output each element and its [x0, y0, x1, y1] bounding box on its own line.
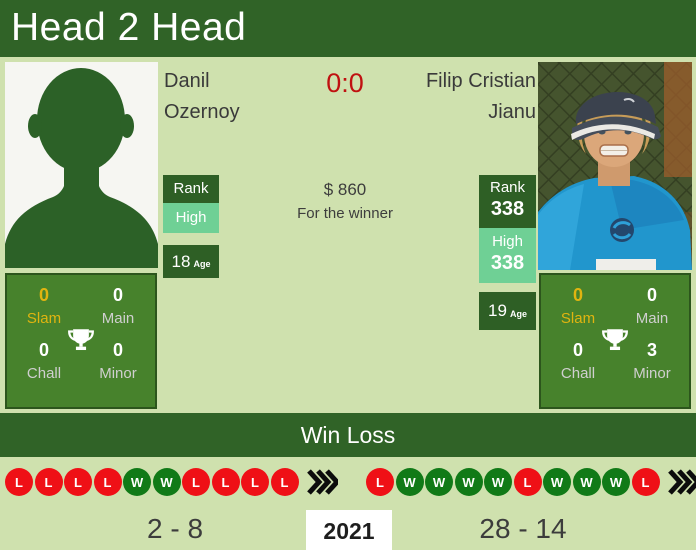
win-loss-circle[interactable]: W — [425, 468, 453, 496]
right-main-value: 0 — [646, 285, 657, 305]
player-silhouette-icon — [5, 62, 158, 268]
right-slam-stat: 0 Slam — [541, 285, 615, 327]
win-loss-circle[interactable]: W — [395, 468, 424, 496]
right-minor-stat: 3 Minor — [615, 340, 689, 382]
right-high-box: High 338 — [479, 228, 536, 283]
left-chall-stat: 0 Chall — [7, 340, 81, 382]
left-high-label: High — [175, 209, 207, 226]
left-main-label: Main — [101, 310, 135, 327]
h2h-score: 0:0 — [326, 68, 364, 98]
right-rank-value: 338 — [490, 198, 525, 220]
left-form-row: L L L L W W L L L L — [5, 468, 338, 496]
trophy-icon — [68, 329, 94, 351]
win-loss-circle[interactable]: L — [241, 468, 269, 496]
right-season-record: 28 - 14 — [479, 513, 567, 544]
left-slam-stat: 0 Slam — [7, 285, 81, 327]
right-slam-value: 0 — [572, 285, 583, 305]
page-title: Head 2 Head — [11, 6, 247, 49]
left-player-photo — [5, 62, 158, 268]
right-chall-stat: 0 Chall — [541, 340, 615, 382]
left-player-name[interactable]: Danil Ozernoy — [164, 70, 240, 123]
win-loss-title: Win Loss — [300, 422, 396, 448]
win-loss-circle[interactable]: W — [484, 468, 512, 496]
left-chall-label: Chall — [26, 365, 62, 382]
prize-amount: $ 860 — [323, 180, 367, 199]
win-loss-circle[interactable]: L — [182, 468, 210, 496]
left-titles-box: 0 Slam 0 Main 0 Chall 0 Minor — [5, 273, 157, 409]
left-rank-box: Rank — [163, 175, 219, 203]
left-minor-value: 0 — [112, 340, 123, 360]
prize-caption: For the winner — [297, 205, 393, 222]
right-main-label: Main — [635, 310, 669, 327]
right-slam-label: Slam — [560, 310, 596, 327]
left-minor-label: Minor — [99, 365, 137, 382]
left-age-label: Age — [193, 259, 211, 269]
right-age-box: 19 Age — [479, 292, 536, 330]
right-player-name[interactable]: Filip Cristian Jianu — [425, 70, 536, 123]
right-chall-value: 0 — [572, 340, 583, 360]
header-bar: Head 2 Head — [0, 0, 696, 57]
right-high-value: 338 — [490, 252, 525, 274]
right-player-photo — [538, 62, 692, 270]
win-loss-circle[interactable]: L — [513, 468, 542, 496]
left-chall-value: 0 — [38, 340, 49, 360]
right-chall-label: Chall — [560, 365, 596, 382]
right-main-stat: 0 Main — [615, 285, 689, 327]
win-loss-circle[interactable]: L — [270, 468, 299, 496]
win-loss-circle[interactable]: L — [93, 468, 122, 496]
left-minor-stat: 0 Minor — [81, 340, 155, 382]
win-loss-circle[interactable]: L — [34, 468, 63, 496]
win-loss-circle[interactable]: L — [366, 468, 394, 496]
right-form-row: L W W W W L W W W L — [366, 468, 696, 496]
left-main-value: 0 — [112, 285, 123, 305]
right-minor-label: Minor — [633, 365, 671, 382]
left-age-value: 18 — [171, 251, 191, 271]
season-year-selector[interactable]: 2021 — [306, 510, 392, 550]
win-loss-circle[interactable]: L — [211, 468, 240, 496]
more-results-icon[interactable] — [306, 468, 338, 496]
win-loss-circle[interactable]: L — [5, 468, 33, 496]
more-results-icon[interactable] — [667, 468, 696, 496]
right-high-label: High — [492, 233, 523, 250]
right-minor-value: 3 — [646, 340, 657, 360]
win-loss-circle[interactable]: W — [543, 468, 571, 496]
win-loss-circle[interactable]: W — [123, 468, 151, 496]
win-loss-circle[interactable]: W — [572, 468, 601, 496]
win-loss-circle[interactable]: L — [631, 468, 660, 496]
right-rank-box: Rank 338 — [479, 175, 536, 228]
left-rank-label: Rank — [173, 180, 209, 197]
trophy-icon — [602, 329, 628, 351]
win-loss-circle[interactable]: W — [152, 468, 181, 496]
left-high-box: High — [163, 203, 219, 233]
win-loss-circle[interactable]: W — [602, 468, 630, 496]
left-main-stat: 0 Main — [81, 285, 155, 327]
left-slam-value: 0 — [38, 285, 49, 305]
left-season-record: 2 - 8 — [146, 513, 204, 544]
win-loss-circle[interactable]: L — [64, 468, 92, 496]
left-slam-label: Slam — [26, 310, 62, 327]
win-loss-header: Win Loss — [0, 413, 696, 457]
left-age-box: 18 Age — [163, 245, 219, 278]
right-age-value: 19 — [488, 301, 507, 320]
win-loss-circle[interactable]: W — [454, 468, 483, 496]
right-age-label: Age — [509, 308, 527, 319]
player-photo-image — [538, 62, 692, 270]
right-rank-label: Rank — [489, 179, 526, 196]
right-titles-box: 0 Slam 0 Main 0 Chall 3 Minor — [539, 273, 691, 409]
